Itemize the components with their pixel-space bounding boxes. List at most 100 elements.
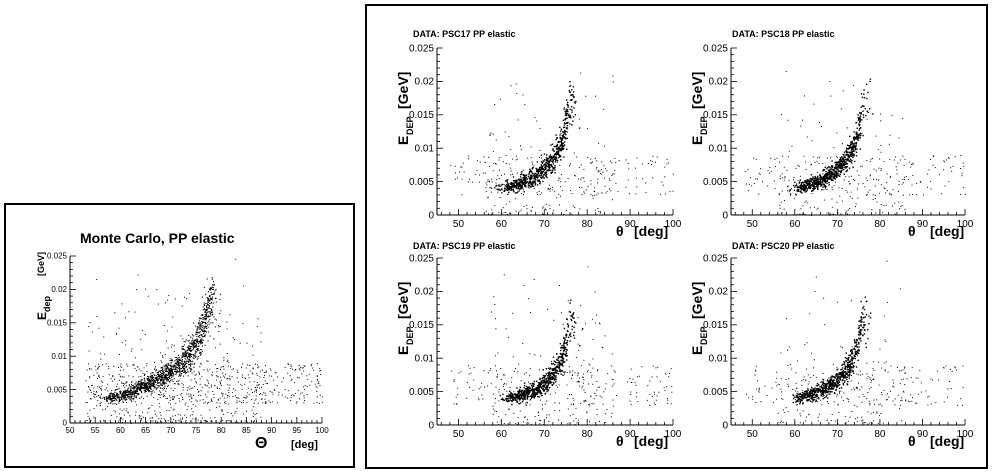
scatter-point	[840, 170, 842, 172]
scatter-point	[559, 204, 561, 206]
scatter-point	[539, 127, 541, 129]
scatter-point	[171, 375, 173, 377]
scatter-point	[825, 175, 828, 177]
scatter-point	[532, 385, 534, 388]
scatter-point	[827, 178, 829, 181]
scatter-point	[251, 409, 253, 411]
scatter-point	[859, 124, 861, 126]
scatter-point	[265, 370, 267, 372]
scatter-point	[95, 365, 97, 367]
scatter-point	[217, 376, 219, 378]
scatter-point	[831, 160, 833, 162]
scatter-point	[126, 394, 129, 396]
scatter-point	[126, 390, 128, 392]
scatter-point	[811, 190, 813, 192]
scatter-point	[539, 182, 541, 185]
scatter-point	[564, 119, 566, 121]
scatter-point	[93, 390, 95, 392]
scatter-point	[534, 392, 537, 394]
scatter-point	[136, 386, 138, 388]
scatter-point	[507, 184, 510, 186]
scatter-point	[523, 389, 526, 392]
scatter-point	[529, 383, 531, 385]
scatter-point	[163, 386, 165, 388]
scatter-point	[816, 160, 818, 162]
scatter-point	[848, 145, 851, 147]
scatter-point	[159, 374, 161, 376]
scatter-point	[315, 385, 317, 387]
scatter-point	[885, 192, 887, 194]
scatter-point	[209, 368, 211, 370]
scatter-point	[511, 395, 513, 397]
scatter-point	[547, 372, 549, 374]
scatter-point	[298, 377, 300, 379]
scatter-point	[88, 386, 90, 388]
scatter-point	[565, 359, 568, 361]
scatter-point	[858, 183, 860, 185]
scatter-point	[316, 387, 318, 389]
scatter-point	[530, 389, 533, 391]
scatter-point	[188, 334, 190, 336]
scatter-point	[179, 372, 181, 374]
scatter-point	[166, 367, 168, 369]
scatter-point	[536, 184, 539, 186]
scatter-point	[849, 160, 851, 163]
scatter-point	[834, 171, 837, 173]
scatter-point	[557, 362, 559, 364]
scatter-point	[186, 346, 188, 348]
scatter-point	[135, 289, 137, 291]
scatter-point	[559, 164, 561, 166]
scatter-point	[642, 178, 644, 180]
scatter-point	[573, 326, 575, 329]
scatter-point	[569, 85, 571, 87]
scatter-point	[219, 313, 221, 315]
scatter-point	[859, 112, 861, 114]
scatter-point	[148, 391, 150, 393]
scatter-point	[661, 181, 663, 183]
scatter-point	[203, 308, 206, 310]
scatter-point	[518, 402, 520, 405]
scatter-point	[235, 410, 237, 412]
scatter-point	[818, 162, 820, 164]
scatter-point	[597, 170, 599, 172]
scatter-point	[136, 385, 138, 387]
scatter-point	[174, 370, 176, 373]
scatter-point	[201, 338, 203, 340]
scatter-point	[534, 116, 536, 118]
scatter-point	[540, 380, 543, 382]
scatter-point	[198, 349, 200, 351]
scatter-point	[816, 185, 818, 187]
scatter-point	[531, 388, 534, 391]
scatter-point	[817, 182, 819, 184]
scatter-point	[126, 385, 128, 387]
scatter-point	[152, 420, 154, 422]
scatter-point	[840, 167, 842, 170]
scatter-point	[932, 155, 934, 157]
scatter-point	[537, 176, 539, 179]
scatter-point	[152, 390, 154, 392]
scatter-point	[560, 150, 562, 152]
scatter-point	[177, 413, 179, 415]
scatter-point	[565, 127, 568, 129]
scatter-point	[850, 151, 852, 154]
scatter-point	[514, 397, 516, 400]
scatter-point	[173, 366, 175, 368]
scatter-point	[814, 162, 816, 164]
scatter-point	[562, 145, 565, 147]
scatter-point	[546, 154, 548, 156]
scatter-point	[805, 168, 807, 170]
scatter-point	[565, 336, 567, 338]
scatter-point	[517, 390, 519, 393]
scatter-point	[612, 75, 614, 77]
scatter-point	[839, 173, 841, 175]
scatter-point	[235, 421, 237, 423]
scatter-point	[491, 178, 493, 180]
scatter-point	[159, 397, 161, 399]
scatter-point	[253, 391, 255, 393]
scatter-point	[260, 332, 262, 334]
scatter-point	[210, 312, 213, 314]
scatter-point	[251, 399, 253, 401]
scatter-point	[554, 153, 556, 156]
scatter-point	[535, 389, 537, 391]
scatter-point	[316, 375, 318, 377]
